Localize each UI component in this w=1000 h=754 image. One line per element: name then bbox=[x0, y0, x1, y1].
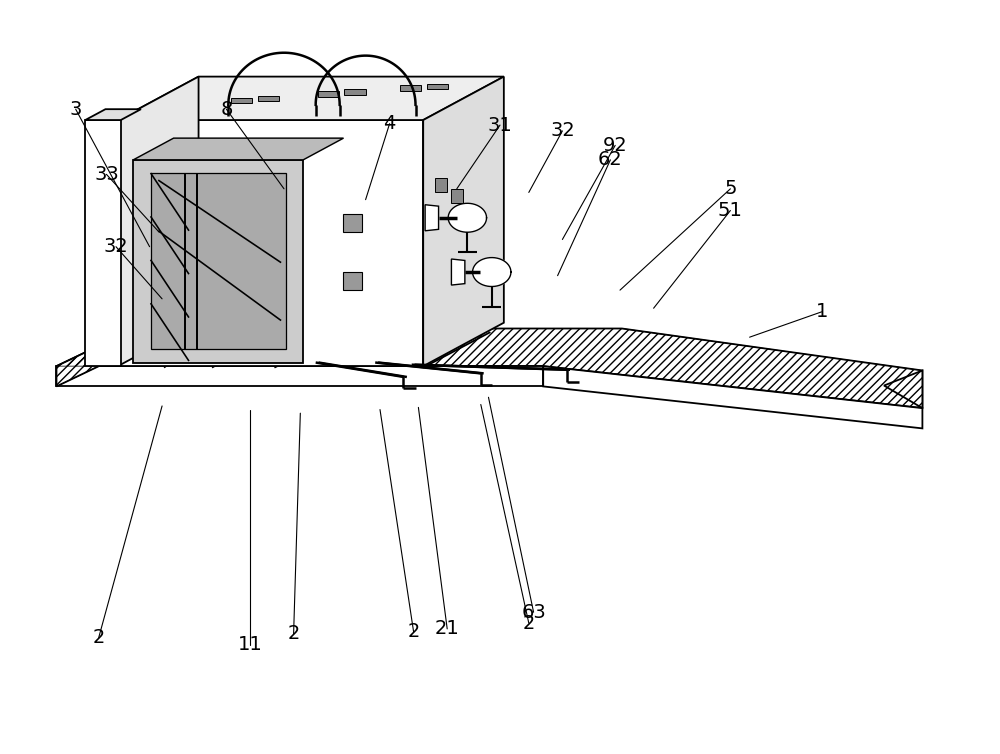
Text: 62: 62 bbox=[598, 150, 623, 170]
Polygon shape bbox=[884, 370, 922, 408]
Polygon shape bbox=[56, 329, 135, 386]
Polygon shape bbox=[85, 120, 121, 366]
Text: 5: 5 bbox=[724, 179, 737, 198]
Text: 2: 2 bbox=[93, 628, 105, 647]
Polygon shape bbox=[258, 96, 279, 101]
Polygon shape bbox=[343, 214, 362, 232]
Polygon shape bbox=[133, 160, 303, 363]
Text: 1: 1 bbox=[815, 302, 828, 321]
Text: 8: 8 bbox=[220, 100, 233, 118]
Polygon shape bbox=[543, 366, 922, 428]
Polygon shape bbox=[118, 120, 423, 366]
Text: 32: 32 bbox=[550, 121, 575, 140]
Polygon shape bbox=[473, 258, 511, 287]
Text: 2: 2 bbox=[523, 614, 535, 633]
Text: 2: 2 bbox=[407, 622, 420, 642]
Polygon shape bbox=[344, 90, 366, 95]
Polygon shape bbox=[427, 84, 448, 90]
Text: 63: 63 bbox=[521, 602, 546, 622]
Polygon shape bbox=[343, 272, 362, 290]
Polygon shape bbox=[318, 91, 339, 97]
Polygon shape bbox=[425, 205, 439, 231]
Text: 2: 2 bbox=[287, 624, 300, 643]
Text: 33: 33 bbox=[94, 165, 119, 184]
Text: 32: 32 bbox=[104, 238, 128, 256]
Text: 4: 4 bbox=[383, 114, 396, 133]
Text: 92: 92 bbox=[603, 136, 628, 155]
Polygon shape bbox=[133, 138, 344, 160]
Polygon shape bbox=[85, 109, 141, 120]
Polygon shape bbox=[118, 77, 504, 120]
Polygon shape bbox=[118, 77, 199, 366]
Polygon shape bbox=[56, 366, 543, 386]
Text: 31: 31 bbox=[488, 115, 512, 135]
Polygon shape bbox=[423, 77, 504, 366]
Polygon shape bbox=[151, 173, 286, 350]
Polygon shape bbox=[56, 329, 922, 408]
Polygon shape bbox=[400, 85, 421, 91]
Polygon shape bbox=[435, 178, 447, 192]
Polygon shape bbox=[231, 97, 252, 103]
Polygon shape bbox=[448, 204, 487, 232]
Text: 11: 11 bbox=[238, 636, 263, 654]
Text: 3: 3 bbox=[69, 100, 82, 118]
Text: 51: 51 bbox=[718, 201, 743, 220]
Polygon shape bbox=[451, 188, 463, 204]
Polygon shape bbox=[451, 259, 465, 285]
Text: 21: 21 bbox=[435, 619, 460, 639]
